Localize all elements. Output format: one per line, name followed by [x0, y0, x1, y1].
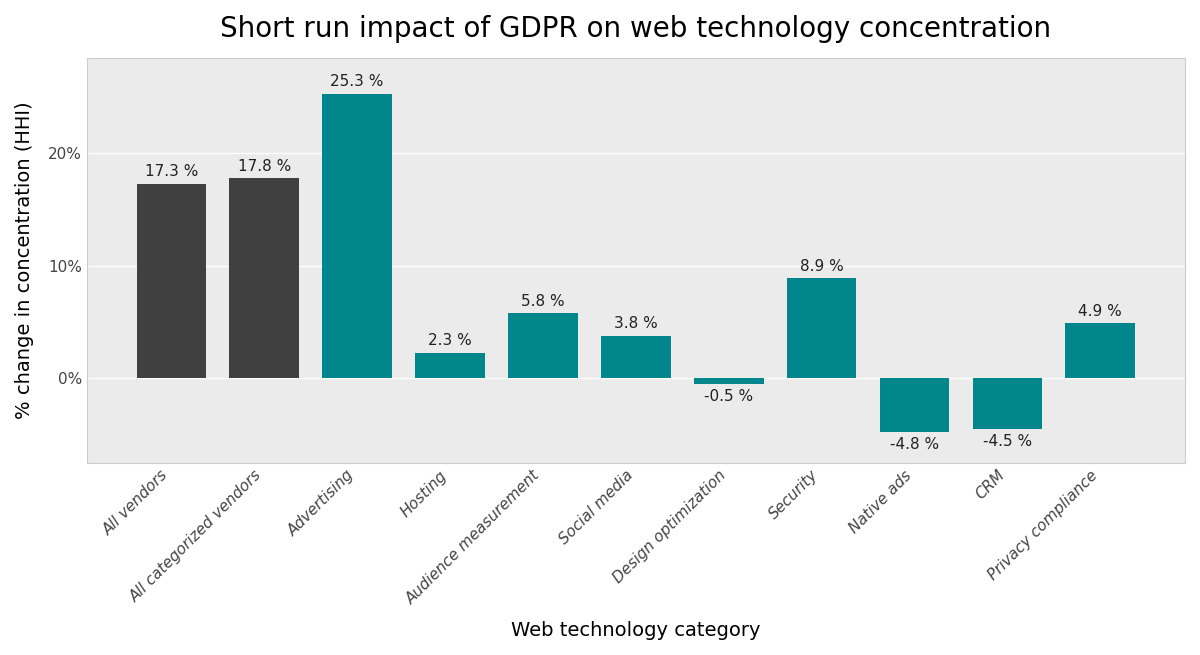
Text: 17.8 %: 17.8 % — [238, 159, 290, 174]
Text: 25.3 %: 25.3 % — [330, 74, 384, 89]
Y-axis label: % change in concentration (HHI): % change in concentration (HHI) — [14, 102, 34, 419]
Bar — [323, 94, 392, 379]
Text: -0.5 %: -0.5 % — [704, 388, 754, 403]
Text: -4.5 %: -4.5 % — [983, 434, 1032, 449]
Bar — [601, 335, 671, 379]
X-axis label: Web technology category: Web technology category — [511, 621, 761, 640]
Title: Short run impact of GDPR on web technology concentration: Short run impact of GDPR on web technolo… — [221, 15, 1051, 43]
Text: 8.9 %: 8.9 % — [799, 259, 844, 274]
Bar — [137, 184, 206, 379]
Bar — [229, 178, 299, 379]
Bar — [972, 379, 1042, 429]
Text: 17.3 %: 17.3 % — [145, 164, 198, 179]
Bar — [880, 379, 949, 432]
Text: 2.3 %: 2.3 % — [428, 333, 472, 348]
Text: 4.9 %: 4.9 % — [1079, 304, 1122, 319]
Bar — [1066, 324, 1135, 379]
Bar — [415, 352, 485, 379]
Bar — [694, 379, 763, 384]
Text: -4.8 %: -4.8 % — [890, 437, 940, 452]
Bar — [508, 313, 577, 379]
Text: 5.8 %: 5.8 % — [521, 293, 565, 309]
Text: 3.8 %: 3.8 % — [614, 316, 658, 331]
Bar — [787, 278, 857, 379]
